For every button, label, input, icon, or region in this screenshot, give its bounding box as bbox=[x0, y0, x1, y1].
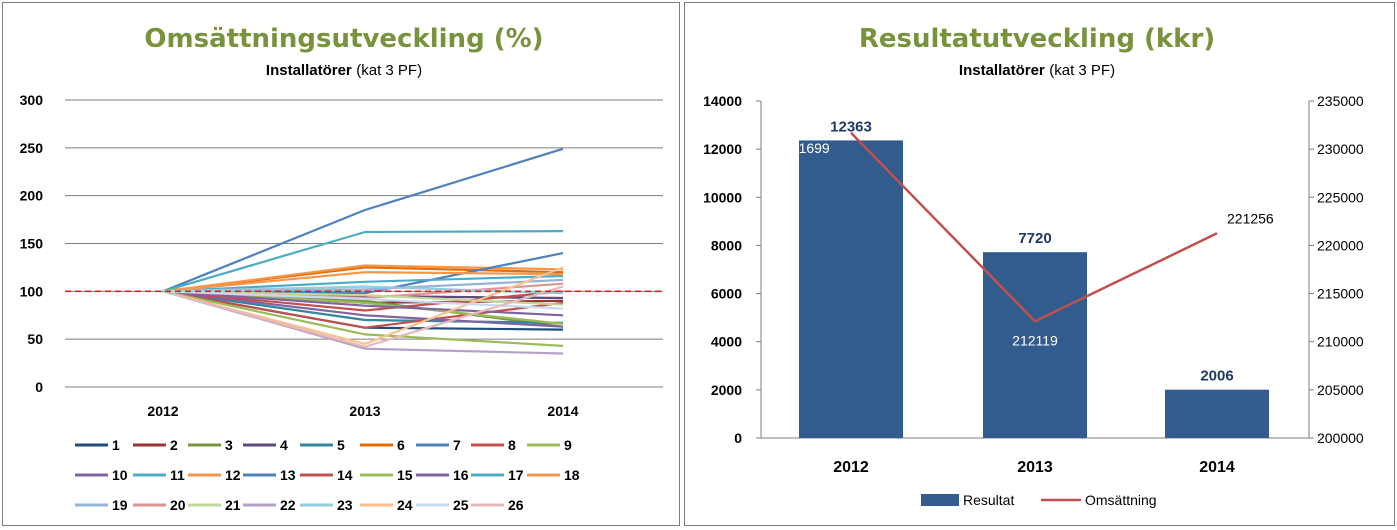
legend-label: 8 bbox=[508, 437, 516, 453]
series-line-12 bbox=[162, 264, 564, 293]
y-left-tick-label: 2000 bbox=[711, 382, 742, 398]
y-tick-label: 300 bbox=[20, 92, 44, 108]
legend-label-omsattning: Omsättning bbox=[1085, 492, 1157, 508]
legend-label: 24 bbox=[397, 497, 413, 513]
series-line-10 bbox=[162, 290, 564, 328]
series-line-7 bbox=[162, 147, 564, 293]
subtitle-qualifier: (kat 3 PF) bbox=[356, 62, 422, 79]
y-tick-label: 250 bbox=[20, 140, 44, 156]
chart-title: Resultatutveckling (kkr) bbox=[859, 24, 1215, 54]
series-line-16 bbox=[162, 290, 564, 317]
series-line-14 bbox=[162, 290, 564, 312]
bar-resultat-2013 bbox=[983, 252, 1087, 438]
legend-label: 4 bbox=[280, 437, 288, 453]
series-line-25 bbox=[162, 290, 564, 310]
legend-label: 3 bbox=[225, 437, 233, 453]
x-category-label: 2013 bbox=[1017, 459, 1053, 476]
legend-label: 19 bbox=[112, 497, 128, 513]
profit-chart: Resultatutveckling (kkr) Installatörer (… bbox=[703, 24, 1364, 508]
legend-label: 5 bbox=[337, 437, 345, 453]
y-left-tick-label: 14000 bbox=[703, 93, 742, 109]
y-tick-label: 50 bbox=[27, 331, 43, 347]
y-tick-label: 100 bbox=[20, 283, 44, 299]
legend-label: 7 bbox=[453, 437, 461, 453]
legend-label: 26 bbox=[508, 497, 524, 513]
y-tick-label: 200 bbox=[20, 188, 44, 204]
profit-chart-panel: Resultatutveckling (kkr) Installatörer (… bbox=[684, 2, 1395, 526]
legend-label: 2 bbox=[170, 437, 178, 453]
y-left-tick-label: 8000 bbox=[711, 237, 742, 253]
x-category-label: 2012 bbox=[833, 459, 869, 476]
x-category-label: 2012 bbox=[147, 403, 178, 419]
series-line-18 bbox=[162, 271, 564, 293]
legend-label: 13 bbox=[280, 467, 296, 483]
legend-label: 12 bbox=[225, 467, 241, 483]
chart-subtitle: Installatörer (kat 3 PF) bbox=[266, 62, 422, 79]
line-data-label: 212119 bbox=[1012, 332, 1058, 348]
y-right-tick-label: 200000 bbox=[1317, 430, 1364, 446]
subtitle-qualifier: (kat 3 PF) bbox=[1049, 62, 1115, 79]
legend-label: 17 bbox=[508, 467, 524, 483]
line-data-label: 231699 bbox=[783, 140, 830, 156]
chart-title: Omsättningsutveckling (%) bbox=[144, 24, 543, 54]
subtitle-main: Installatörer bbox=[266, 62, 352, 79]
x-category-label: 2013 bbox=[349, 403, 380, 419]
legend-label: 18 bbox=[564, 467, 580, 483]
y-right-tick-label: 215000 bbox=[1317, 286, 1364, 302]
legend-label: 6 bbox=[397, 437, 405, 453]
y-left-tick-label: 12000 bbox=[703, 141, 742, 157]
legend-label: 20 bbox=[170, 497, 186, 513]
legend-label: 22 bbox=[280, 497, 296, 513]
y-left-tick-label: 0 bbox=[734, 430, 742, 446]
bar-data-label: 7720 bbox=[1018, 230, 1051, 247]
legend-label: 11 bbox=[170, 467, 185, 483]
bar-resultat-2014 bbox=[1165, 389, 1269, 438]
bar-resultat-2012 bbox=[799, 140, 903, 439]
legend-label: 25 bbox=[453, 497, 469, 513]
legend-label: 15 bbox=[397, 467, 413, 483]
legend-label: 21 bbox=[225, 497, 241, 513]
legend-label: 16 bbox=[453, 467, 469, 483]
y-right-tick-label: 220000 bbox=[1317, 237, 1364, 253]
series-line-11 bbox=[162, 230, 564, 293]
y-right-tick-label: 205000 bbox=[1317, 382, 1364, 398]
y-right-tick-label: 225000 bbox=[1317, 189, 1364, 205]
y-left-tick-label: 4000 bbox=[711, 334, 742, 350]
y-right-tick-label: 230000 bbox=[1317, 141, 1364, 157]
series-line-17 bbox=[162, 274, 564, 293]
y-tick-label: 150 bbox=[20, 236, 44, 252]
y-right-tick-label: 235000 bbox=[1317, 93, 1364, 109]
series-line-21 bbox=[162, 290, 564, 306]
legend-label: 1 bbox=[112, 437, 120, 453]
legend-label: 14 bbox=[337, 467, 353, 483]
legend-label: 9 bbox=[564, 437, 572, 453]
turnover-chart: Omsättningsutveckling (%) Installatörer … bbox=[20, 24, 663, 513]
legend-swatch-resultat bbox=[921, 494, 959, 506]
line-omsattning bbox=[850, 131, 1218, 323]
series-line-26 bbox=[162, 285, 564, 348]
y-left-tick-label: 6000 bbox=[711, 286, 742, 302]
series-line-15 bbox=[162, 290, 564, 347]
legend-label: 10 bbox=[112, 467, 128, 483]
y-left-tick-label: 10000 bbox=[703, 189, 742, 205]
y-tick-label: 0 bbox=[35, 379, 43, 395]
turnover-chart-panel: Omsättningsutveckling (%) Installatörer … bbox=[2, 2, 680, 526]
legend-label-resultat: Resultat bbox=[963, 492, 1014, 508]
bar-data-label: 2006 bbox=[1200, 368, 1233, 385]
x-category-label: 2014 bbox=[547, 403, 578, 419]
bar-data-label: 12363 bbox=[830, 118, 872, 135]
x-category-label: 2014 bbox=[1199, 459, 1235, 476]
y-right-tick-label: 210000 bbox=[1317, 334, 1364, 350]
legend-label: 23 bbox=[337, 497, 353, 513]
chart-subtitle: Installatörer (kat 3 PF) bbox=[959, 62, 1115, 79]
line-data-label: 221256 bbox=[1227, 210, 1274, 226]
subtitle-main: Installatörer bbox=[959, 62, 1045, 79]
